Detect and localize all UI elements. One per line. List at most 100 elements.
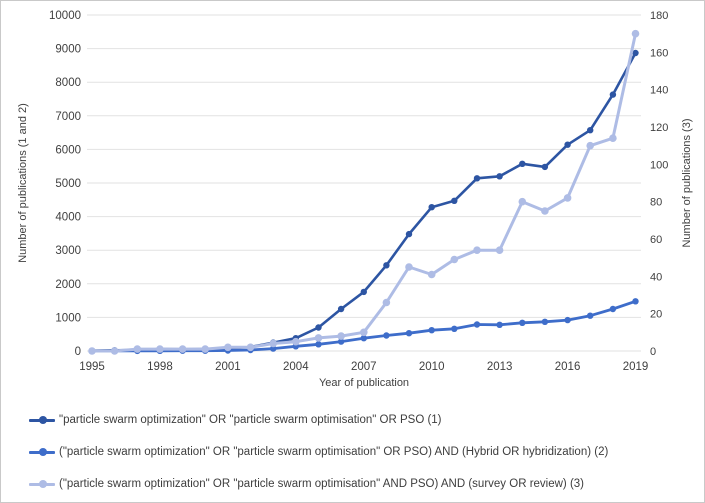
x-tick-label: 1995: [79, 361, 105, 373]
series-3-point: [88, 347, 96, 355]
x-axis-title: Year of publication: [318, 377, 410, 389]
right-tick-label: 40: [650, 271, 662, 283]
series-2-point: [405, 330, 413, 337]
series-3-point: [178, 345, 187, 353]
series-2-point: [473, 321, 481, 328]
left-tick-label: 9000: [55, 44, 81, 56]
right-tick-label: 180: [650, 10, 668, 22]
series-2-point: [360, 335, 367, 342]
left-tick-label: 6000: [55, 144, 81, 156]
series-1-line: [90, 51, 637, 352]
right-tick-label: 120: [650, 122, 668, 134]
series-1-point: [383, 262, 390, 269]
series-3-point: [110, 347, 119, 355]
series-3-point: [450, 255, 459, 264]
series-3-point: [156, 345, 164, 353]
series-3-point: [563, 194, 572, 202]
series-3-marker-icon: [29, 479, 55, 489]
x-tick-label: 2001: [215, 361, 241, 373]
series-1-point: [315, 324, 322, 331]
series-2-line: [90, 299, 637, 353]
left-tick-label: 5000: [55, 178, 81, 190]
series-3-point: [314, 334, 323, 342]
x-tick-label: 2016: [555, 361, 581, 373]
series-3-point: [541, 207, 549, 215]
x-tick-label: 2007: [351, 361, 377, 373]
plot-area: 0100020003000400050006000700080009000100…: [49, 10, 668, 373]
series-3-line: [90, 32, 637, 353]
series-3: [88, 29, 640, 355]
left-axis-title: Number of publications (1 and 2): [17, 103, 29, 263]
series-2-point: [632, 298, 639, 305]
right-axis-title: Number of publications (3): [681, 118, 693, 248]
series-3-point: [292, 337, 300, 346]
series-1: [88, 49, 639, 354]
left-tick-label: 0: [75, 346, 81, 358]
legend-row-series-3: ("particle swarm optimization" OR "parti…: [29, 473, 689, 495]
series-3-point: [518, 197, 527, 206]
gridlines: [87, 14, 641, 352]
legend-label-series-2: ("particle swarm optimization" OR "parti…: [59, 446, 609, 458]
series-3-point: [631, 29, 640, 38]
legend-row-series-1: "particle swarm optimization" OR "partic…: [29, 409, 689, 431]
x-axis-tick-labels: 1995 1998 2001 2004 2007 2010 2013 2016 2019: [79, 361, 648, 373]
x-tick-label: 1998: [147, 361, 173, 373]
series-2-point: [541, 318, 549, 325]
right-tick-label: 0: [650, 346, 656, 358]
series-2-point: [519, 319, 526, 326]
right-tick-label: 20: [650, 309, 662, 321]
series-2-point: [587, 312, 594, 319]
right-tick-label: 60: [650, 234, 662, 246]
left-axis-tick-labels: 0 1000 2000 3000 4000 5000 6000 7000 8000 9000 100…: [49, 10, 81, 358]
series-3-point: [495, 246, 504, 254]
x-tick-label: 2019: [623, 361, 649, 373]
series-2-marker-icon: [29, 447, 55, 457]
right-tick-label: 80: [650, 197, 662, 209]
series-1-point: [541, 163, 549, 171]
series-3-point: [337, 332, 345, 340]
series-1-point: [451, 197, 458, 204]
series-3-point: [609, 134, 617, 142]
series-2-point: [337, 338, 345, 345]
legend-label-series-3: ("particle swarm optimization" OR "parti…: [59, 478, 585, 490]
series-3-point: [405, 263, 413, 271]
series-3-point: [586, 141, 594, 150]
series-1-point: [405, 230, 413, 238]
right-tick-label: 140: [650, 85, 668, 97]
series-1-point: [428, 204, 435, 211]
series-3-point: [360, 328, 368, 337]
x-tick-label: 2004: [283, 361, 309, 373]
x-tick-label: 2013: [487, 361, 513, 373]
series-2-point: [564, 316, 571, 324]
x-tick-label: 2010: [419, 361, 445, 373]
series-3-point: [224, 343, 232, 352]
series-3-point: [201, 345, 209, 353]
series-2-point: [315, 341, 322, 348]
series-2-point: [383, 332, 390, 339]
series-2-point: [609, 305, 617, 313]
series-1-point: [632, 49, 639, 57]
series-1-point: [609, 91, 617, 98]
series-3-point: [133, 345, 142, 353]
series-3-point: [473, 246, 481, 254]
series-2-point: [428, 327, 435, 334]
right-tick-label: 100: [650, 159, 668, 171]
legend-label-series-1: "particle swarm optimization" OR "partic…: [59, 414, 442, 426]
series-1-point: [587, 127, 594, 134]
series-1-point: [360, 288, 367, 296]
series-1-point: [337, 305, 345, 313]
left-tick-label: 1000: [55, 312, 81, 324]
series-1-marker-icon: [29, 415, 55, 425]
series-1-point: [519, 160, 526, 167]
left-tick-label: 3000: [55, 245, 81, 257]
right-axis-tick-labels: 0 20 40 60 80 100 120 140 160 180: [650, 10, 668, 358]
right-tick-label: 160: [650, 47, 668, 59]
series-1-point: [564, 141, 571, 148]
left-tick-label: 10000: [49, 10, 81, 22]
left-tick-label: 8000: [55, 77, 81, 89]
left-tick-label: 7000: [55, 111, 81, 123]
series-1-point: [473, 175, 481, 182]
series-2: [88, 298, 639, 355]
series-1-point: [496, 173, 503, 180]
left-tick-label: 2000: [55, 279, 81, 291]
